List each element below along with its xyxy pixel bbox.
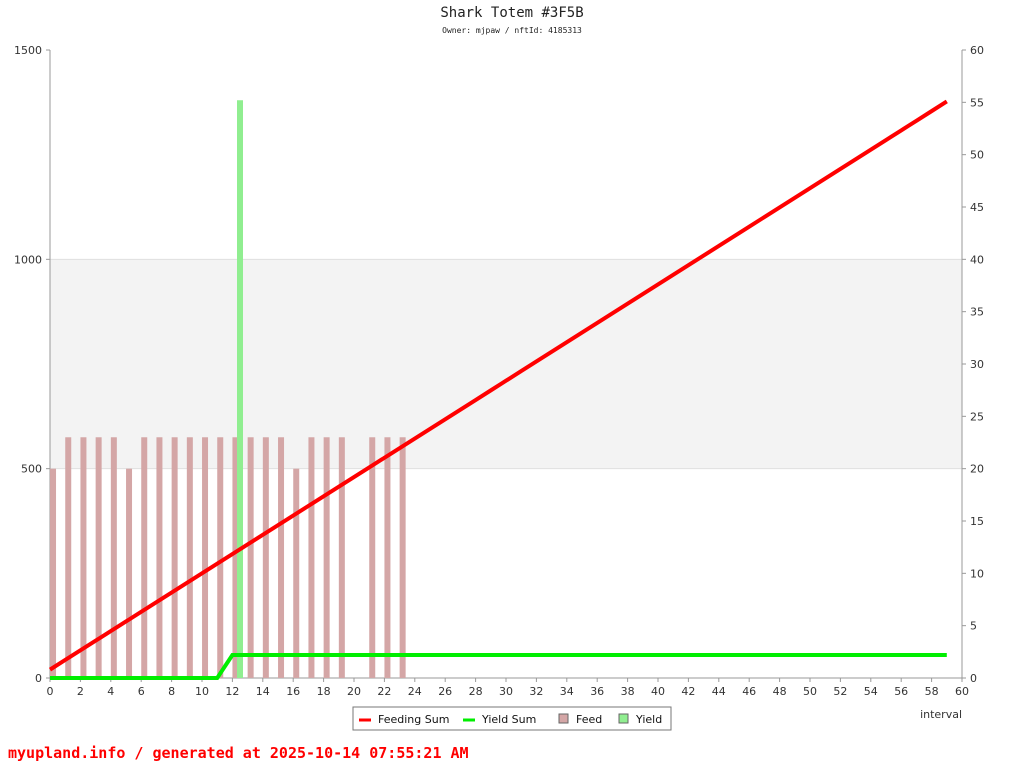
x-tick-label: 8 <box>168 685 175 698</box>
feed-bar <box>126 468 133 678</box>
legend-swatch-yield <box>618 713 629 724</box>
x-tick-label: 26 <box>438 685 452 698</box>
legend-label: Yield Sum <box>481 713 536 726</box>
y-right-tick-label: 50 <box>970 149 984 162</box>
x-tick-label: 54 <box>864 685 878 698</box>
feed-bar <box>308 437 315 678</box>
y-right-tick-label: 0 <box>970 672 977 685</box>
x-tick-label: 14 <box>256 685 270 698</box>
x-tick-label: 36 <box>590 685 604 698</box>
x-tick-label: 42 <box>681 685 695 698</box>
feed-bar <box>217 437 224 678</box>
feed-bar <box>202 437 209 678</box>
feed-bar <box>262 437 269 678</box>
x-tick-label: 18 <box>317 685 331 698</box>
chart-subtitle: Owner: mjpaw / nftId: 4185313 <box>442 26 582 35</box>
x-tick-label: 4 <box>107 685 114 698</box>
chart-title: Shark Totem #3F5B <box>440 5 584 21</box>
yield-bar <box>237 100 243 679</box>
legend <box>352 706 672 731</box>
feed-bar <box>50 468 57 678</box>
x-tick-label: 48 <box>773 685 787 698</box>
y-right-tick-label: 60 <box>970 44 984 57</box>
x-tick-label: 0 <box>47 685 54 698</box>
footer-text: myupland.info / generated at 2025-10-14 … <box>8 744 469 762</box>
feed-bar <box>247 437 254 678</box>
x-tick-label: 32 <box>529 685 543 698</box>
y-right-tick-label: 10 <box>970 567 984 580</box>
x-tick-label: 24 <box>408 685 422 698</box>
feed-bar <box>171 437 178 678</box>
legend-swatch-feed <box>558 713 569 724</box>
feed-bar <box>80 437 87 678</box>
x-tick-label: 28 <box>469 685 483 698</box>
legend-label: Feeding Sum <box>378 713 449 726</box>
feeding-sum-line <box>48 99 948 672</box>
feed-bar <box>110 437 117 678</box>
feed-bar <box>278 437 285 678</box>
x-tick-label: 22 <box>377 685 391 698</box>
y-left-tick-label: 0 <box>35 672 42 685</box>
x-tick-label: 34 <box>560 685 574 698</box>
chart: 0 2 4 6 8 10 12 14 16 18 20 22 24 26 28 30 32 34 36 38 40 42 4… <box>14 44 984 731</box>
x-tick-label: 50 <box>803 685 817 698</box>
x-tick-label: 56 <box>894 685 908 698</box>
legend-label: Feed <box>576 713 602 726</box>
feed-bar <box>186 437 193 678</box>
feed-bar <box>141 437 148 678</box>
x-tick-label: 52 <box>833 685 847 698</box>
y-right-tick-label: 55 <box>970 96 984 109</box>
x-tick-label: 16 <box>286 685 300 698</box>
x-tick-label: 46 <box>742 685 756 698</box>
y-right-tick-label: 20 <box>970 463 984 476</box>
y-left-tick-label: 1000 <box>14 253 42 266</box>
y-left-tick-label: 1500 <box>14 44 42 57</box>
y-right-tick-label: 25 <box>970 410 984 423</box>
x-tick-label: 30 <box>499 685 513 698</box>
x-tick-label: 2 <box>77 685 84 698</box>
feed-bar <box>293 468 300 678</box>
feed-bar <box>323 437 330 678</box>
x-tick-label: 12 <box>225 685 239 698</box>
feed-bar <box>95 437 102 678</box>
x-tick-label: 60 <box>955 685 969 698</box>
x-tick-label: 44 <box>712 685 726 698</box>
x-tick-label: 38 <box>621 685 635 698</box>
y-right-tick-label: 40 <box>970 253 984 266</box>
feed-bar <box>369 437 376 678</box>
y-left-tick-label: 500 <box>21 463 42 476</box>
shaded-band <box>50 259 962 469</box>
y-right-tick-label: 45 <box>970 201 984 214</box>
y-right-tick-label: 15 <box>970 515 984 528</box>
legend-label: Yield <box>635 713 662 726</box>
y-right-tick-label: 30 <box>970 358 984 371</box>
feed-bar <box>156 437 163 678</box>
feed-bar <box>399 437 406 678</box>
feed-bar <box>232 437 239 678</box>
x-tick-label: 6 <box>138 685 145 698</box>
yield-sum-line <box>50 652 947 680</box>
feed-bar <box>384 437 391 678</box>
x-tick-label: 40 <box>651 685 665 698</box>
feed-bar <box>338 437 345 678</box>
x-axis-label: interval <box>920 708 962 721</box>
feed-bar <box>65 437 72 678</box>
x-tick-label: 20 <box>347 685 361 698</box>
y-right-tick-label: 5 <box>970 620 977 633</box>
x-tick-label: 10 <box>195 685 209 698</box>
y-right-tick-label: 35 <box>970 306 984 319</box>
x-tick-label: 58 <box>925 685 939 698</box>
